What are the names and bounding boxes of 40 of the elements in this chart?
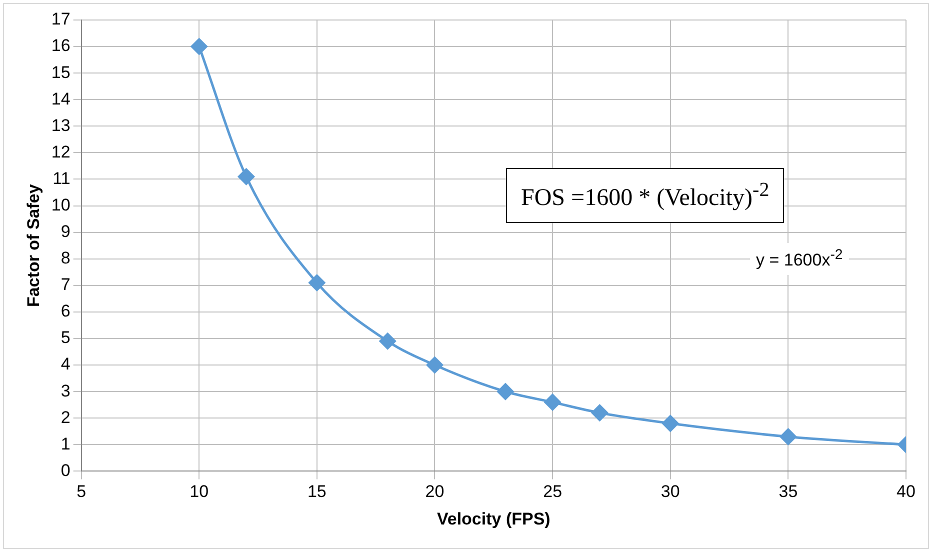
x-tick-label: 35 [778, 482, 798, 502]
point [190, 38, 208, 55]
x-tick-label: 30 [660, 482, 680, 502]
point [591, 404, 608, 422]
x-tick-label: 10 [190, 482, 209, 502]
annotation: y = 1600x$^{-2}$ [750, 243, 849, 275]
y-tick-label: 2 [60, 408, 70, 427]
y-tick-label: 14 [51, 89, 70, 108]
x-tick-label: 40 [896, 482, 916, 502]
y-tick-label: 0 [60, 460, 70, 480]
x-tick-label: 5 [76, 482, 86, 502]
y-tick-label: 1 [60, 434, 70, 454]
y-tick-label: 13 [51, 116, 70, 135]
point [238, 168, 254, 185]
annotation: FOS =1600 * (Velocity)$^{-2}$ [506, 168, 784, 223]
x-tick-label: 20 [425, 482, 444, 502]
y-tick-label: 16 [51, 36, 70, 56]
y-tick-label: 4 [60, 354, 70, 374]
x-axis-title: Velocity (FPS) [436, 509, 550, 528]
y-tick-label: 12 [51, 142, 70, 162]
y-tick-label: 5 [60, 328, 70, 348]
point [662, 415, 679, 432]
point [308, 274, 326, 292]
y-tick-label: 3 [60, 381, 70, 400]
y-tick-label: 10 [51, 195, 70, 214]
point [544, 394, 561, 410]
y-tick-label: 9 [60, 222, 70, 242]
y-tick-label: 8 [60, 248, 70, 268]
y-tick-label: 11 [52, 168, 70, 188]
x-tick-label: 25 [543, 482, 562, 502]
x-tick-label: 15 [307, 482, 326, 502]
point [379, 332, 396, 350]
point [497, 383, 514, 400]
y-axis-title: Factor of Safey [24, 184, 43, 308]
y-tick-label: 6 [60, 302, 70, 321]
y-tick-label: 17 [51, 10, 70, 29]
point [780, 428, 796, 445]
y-tick-label: 15 [51, 62, 70, 82]
y-tick-label: 7 [60, 275, 70, 294]
point [426, 356, 443, 374]
